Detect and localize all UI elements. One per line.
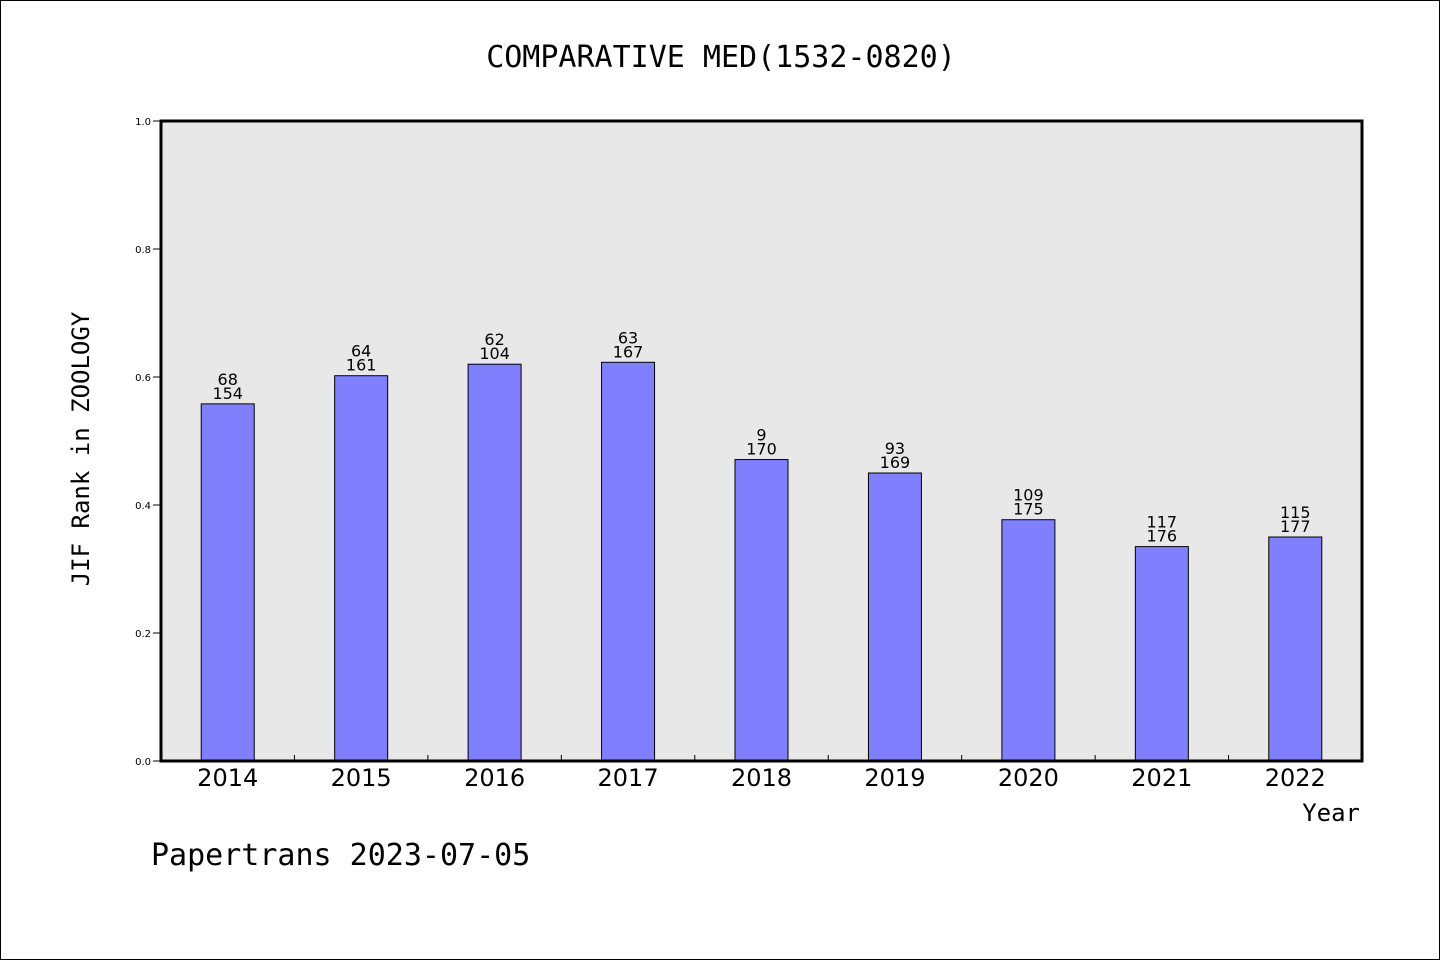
x-tick-label: 2022 xyxy=(1265,764,1326,792)
bar xyxy=(867,472,922,762)
x-tick-label: 2018 xyxy=(731,764,792,792)
x-tick-label: 2020 xyxy=(998,764,1059,792)
y-tick-label: 0.0 xyxy=(135,757,151,768)
bar-rank-label: 68 xyxy=(218,370,238,389)
bar-rank-label: 115 xyxy=(1280,503,1311,522)
x-axis-label: Year xyxy=(1302,799,1360,827)
bar xyxy=(200,403,255,762)
bar xyxy=(601,361,656,762)
bar-rank-label: 109 xyxy=(1013,486,1044,505)
bar-total-label: 177 xyxy=(1280,517,1311,536)
bar-total-label: 104 xyxy=(479,344,510,363)
bar xyxy=(467,363,522,762)
bar-total-label: 176 xyxy=(1147,527,1178,546)
y-tick-label: 0.4 xyxy=(135,501,151,512)
bar-total-label: 170 xyxy=(746,440,777,459)
x-tick-label: 2019 xyxy=(864,764,925,792)
y-tick-label: 0.8 xyxy=(135,245,151,256)
y-tick-label: 0.2 xyxy=(135,629,151,640)
bar xyxy=(734,459,789,762)
bar-rank-label: 63 xyxy=(618,328,638,347)
y-axis-label: JIF Rank in ZOOLOGY xyxy=(67,311,95,586)
bar-total-label: 161 xyxy=(346,356,377,375)
x-tick-label: 2016 xyxy=(464,764,525,792)
bar xyxy=(1001,519,1056,762)
footer-watermark: Papertrans 2023-07-05 xyxy=(151,838,530,873)
x-tick-label: 2021 xyxy=(1131,764,1192,792)
bar-total-label: 175 xyxy=(1013,500,1044,519)
x-tick-label: 2017 xyxy=(598,764,659,792)
bar-rank-label: 64 xyxy=(351,342,371,361)
bar-rank-label: 117 xyxy=(1147,513,1178,532)
bar-total-label: 154 xyxy=(212,384,243,403)
y-tick-label: 1.0 xyxy=(135,117,151,128)
bar xyxy=(1134,546,1189,762)
bar xyxy=(1268,536,1323,762)
bar-rank-label: 93 xyxy=(885,439,905,458)
bar xyxy=(334,375,389,762)
y-tick-label: 0.6 xyxy=(135,373,151,384)
x-tick-label: 2015 xyxy=(331,764,392,792)
bar-rank-label: 9 xyxy=(756,426,766,445)
chart-title: COMPARATIVE MED(1532-0820) xyxy=(486,40,956,75)
bar-total-label: 169 xyxy=(880,453,911,472)
x-tick-label: 2014 xyxy=(197,764,258,792)
bar-rank-label: 62 xyxy=(484,330,504,349)
plot-border xyxy=(159,119,1364,763)
bar-total-label: 167 xyxy=(613,342,644,361)
